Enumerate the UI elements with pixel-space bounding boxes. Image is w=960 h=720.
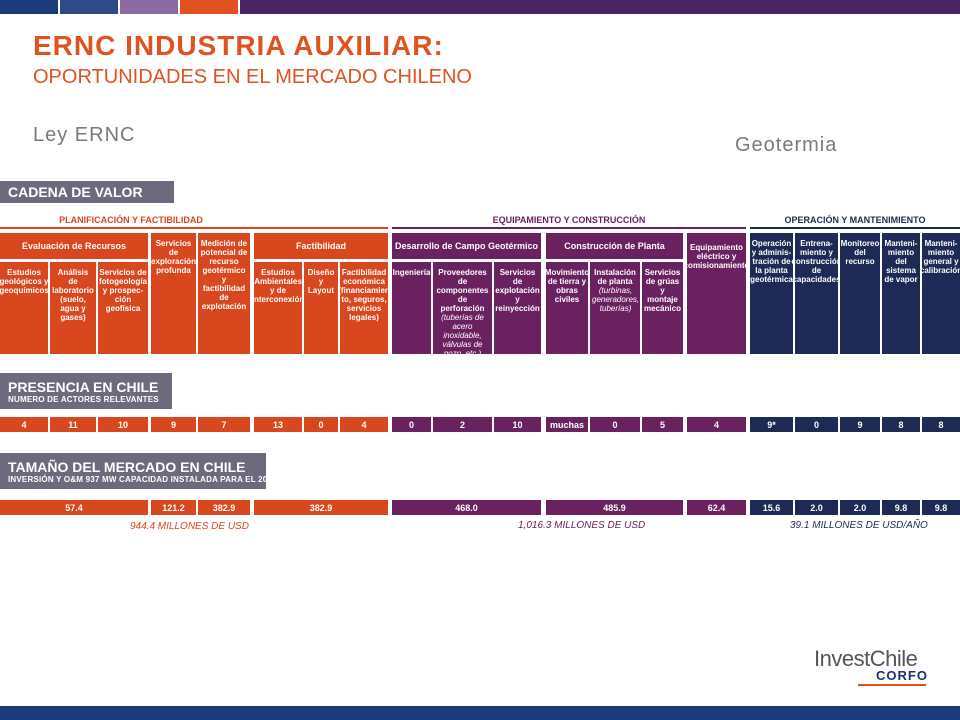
cell-exploracion-profunda: Servicios de exploración profunda [151,233,196,354]
presence-value: 9* [750,417,793,432]
tamano-mercado-subtitle: INVERSIÓN Y O&M 937 MW CAPACIDAD INSTALA… [8,475,277,484]
presence-value: 10 [494,417,541,432]
investchile-logo: InvestChile [814,646,918,671]
cell-proveedores-note: (tuberías de acero inoxidable, válvulas … [441,313,484,358]
presence-value: 4 [340,417,388,432]
phase-operacion-line [750,227,960,229]
cell-operacion-planta: Operación y adminis-tración de la planta… [750,233,793,354]
tamano-mercado-bar: TAMAÑO DEL MERCADO EN CHILE INVERSIÓN Y … [0,453,277,489]
presence-value: 0 [304,417,338,432]
corfo-logo: CORFO [876,668,928,683]
top-bar-segment-1 [0,0,58,14]
page-subtitle: OPORTUNIDADES EN EL MERCADO CHILENO [33,66,472,88]
cell-entrenamiento: Entrena-miento y construcción de capacid… [791,233,842,354]
cell-estudios-ambientales: Estudios Ambientales y de interconexión [252,262,304,354]
total-equipamiento: 1,016.3 MILLONES DE USD [518,520,646,531]
phase-planificacion: PLANIFICACIÓN Y FACTIBILIDAD [59,215,203,225]
phase-planificacion-line [0,227,388,229]
presence-value: 10 [98,417,148,432]
market-value: 2.0 [795,500,838,515]
total-operacion: 39.1 MILLONES DE USD/AÑO [790,520,928,531]
presencia-bar: PRESENCIA EN CHILE NUMERO DE ACTORES REL… [0,373,172,409]
cell-monitoreo-recurso: Monitoreo del recurso [840,233,880,354]
geotermia-label: Geotermia [735,134,838,156]
phase-equipamiento-line [392,227,746,229]
cell-estudios-geologicos: Estudios geológicos y geoquímicos [0,262,49,354]
presence-value: 4 [687,417,746,432]
cell-medicion-potencial: Medición de potencial de recurso geotérm… [198,233,250,354]
market-value: 9.8 [922,500,960,515]
ley-ernc-label: Ley ERNC [33,124,136,146]
market-value: 468.0 [392,500,541,515]
presence-value: 0 [590,417,640,432]
cell-instalacion-planta: Instalación de planta (turbinas, generad… [590,262,640,354]
top-bar-segment-5 [240,0,960,14]
group-desarrollo: Desarrollo de Campo Geotérmico [392,233,541,259]
presence-value: 8 [922,417,960,432]
presence-value: 5 [642,417,683,432]
market-value: 15.6 [750,500,793,515]
market-value: 62.4 [687,500,746,515]
group-evaluacion: Evaluación de Recursos [0,233,148,259]
market-value: 2.0 [840,500,880,515]
group-construccion: Construcción de Planta [546,233,683,259]
presence-value: 9 [151,417,196,432]
market-value: 57.4 [0,500,148,515]
cell-mantenimiento-general: Manteni-miento general y calibración [920,233,960,354]
market-value: 121.2 [151,500,196,515]
cadena-de-valor-title: CADENA DE VALOR [8,184,143,200]
cell-ingenieria: Ingeniería [392,262,431,354]
presence-value: 0 [392,417,431,432]
cell-equipamiento-electrico: Equipamiento eléctrico y comisionamiento [684,233,749,354]
cell-analisis-laboratorio: Análisis de laboratorio (suelo, agua y g… [50,262,96,354]
top-bar-segment-4 [180,0,238,14]
logo-underline [858,684,926,686]
cell-diseno-layout: Diseño y Layout [304,262,338,354]
page-title: ERNC INDUSTRIA AUXILIAR: [33,30,444,61]
presencia-subtitle: NUMERO DE ACTORES RELEVANTES [8,395,159,404]
presence-value: 7 [198,417,250,432]
cell-mantenimiento-vapor: Manteni-miento del sistema de vapor [882,233,920,354]
presence-value: 4 [0,417,48,432]
top-bar-segment-2 [60,0,118,14]
cell-explotacion-reinyeccion: Servicios de explotación y reinyección [494,262,541,354]
cell-gruas-montaje: Servicios de grúas y montaje mecánico [642,262,683,354]
presence-value: 9 [840,417,880,432]
cell-fotogeologia: Servicios de fotogeología y prospec-ción… [98,262,148,354]
market-value: 9.8 [882,500,920,515]
top-bar-segment-3 [120,0,178,14]
market-value: 485.9 [546,500,683,515]
bottom-bar [0,706,960,720]
cell-instalacion-label: Instalación de planta [594,268,636,286]
cell-proveedores-label: Proveedores de componentes de perforació… [436,268,489,313]
cadena-de-valor-bar: CADENA DE VALOR [0,181,174,203]
cell-movimiento-tierra: Movimiento de tierra y obras civiles [545,262,589,354]
presence-value: muchas [546,417,588,432]
cell-factibilidad-economica: Factibilidad económica (financiamien to,… [338,262,390,354]
cell-proveedores-perforacion: Proveedores de componentes de perforació… [433,262,492,358]
tamano-mercado-title: TAMAÑO DEL MERCADO EN CHILE [8,459,246,475]
presence-value: 11 [50,417,96,432]
group-factibilidad: Factibilidad [254,233,388,259]
presencia-title: PRESENCIA EN CHILE [8,379,159,395]
presence-value: 2 [433,417,492,432]
market-value: 382.9 [198,500,250,515]
phase-operacion: OPERACIÓN Y MANTENIMIENTO [784,215,926,225]
cell-instalacion-note: (turbinas, generadores, tuberías) [592,286,640,313]
total-planificacion: 944.4 MILLONES DE USD [130,521,249,532]
market-value: 382.9 [254,500,388,515]
phase-equipamiento: EQUIPAMIENTO Y CONSTRUCCIÓN [492,215,646,225]
presence-value: 8 [882,417,920,432]
presence-value: 13 [254,417,302,432]
presence-value: 0 [795,417,838,432]
